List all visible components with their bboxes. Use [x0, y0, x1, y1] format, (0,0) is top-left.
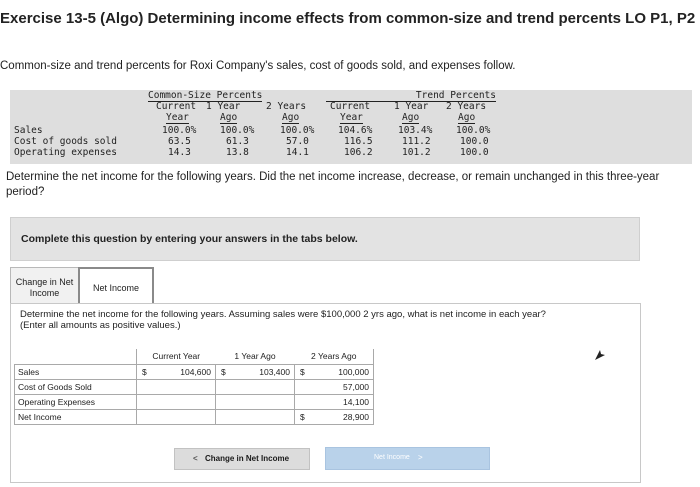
table-cell: 106.2 [344, 147, 373, 158]
column-header: 1 Year Ago [215, 349, 295, 365]
net-income-current-year-input[interactable] [136, 408, 216, 425]
instruction-box: Complete this question by entering your … [10, 217, 640, 261]
table-row: Operating Expenses 14,100 [14, 393, 374, 410]
common-size-header: Common-Size Percents [148, 90, 263, 102]
row-label-sales: Sales [14, 363, 137, 380]
next-button-label: Net Income [374, 454, 410, 461]
row-label-opex: Operating expenses [14, 147, 117, 158]
instruction-text: Complete this question by entering your … [21, 233, 358, 245]
mouse-cursor-icon [595, 350, 605, 360]
prompt-line1: Determine the net income for the followi… [20, 309, 546, 320]
tab-label: Net Income [92, 283, 140, 293]
table-cell: 100.0 [460, 147, 489, 158]
table-cell: 116.5 [344, 136, 373, 147]
table-cell: 14.1 [286, 147, 309, 158]
cs-col1-line2: Year [166, 112, 189, 124]
tr-col3-line1: 2 Years [446, 101, 487, 112]
table-cell: 13.8 [226, 147, 249, 158]
chevron-left-icon: < [193, 454, 198, 463]
table-cell: 61.3 [226, 136, 249, 147]
table-cell: 100.0% [456, 125, 491, 136]
cogs-1-year-ago-input[interactable] [215, 378, 295, 395]
net-income-1-year-ago-input[interactable] [215, 408, 295, 425]
row-label-cogs: Cost of goods sold [14, 136, 117, 147]
column-header: Current Year [136, 349, 216, 365]
tab-net-income[interactable]: Net Income [78, 267, 154, 305]
table-cell: 100.0 [460, 136, 489, 147]
table-cell: 104.6% [338, 125, 373, 136]
cs-col3-line2: Ago [282, 112, 300, 124]
table-cell: 100.0% [162, 125, 197, 136]
cs-col3-line1: 2 Years [266, 101, 307, 112]
table-row: Cost of Goods Sold 57,000 [14, 378, 374, 395]
sales-current-year-input[interactable]: $104,600 [136, 363, 216, 380]
cs-col2-line1: 1 Year [206, 101, 241, 112]
tr-col3-line2: Ago [458, 112, 476, 124]
tr-col2-line2: Ago [402, 112, 420, 124]
trend-header: Trend Percents [326, 90, 496, 102]
exercise-title: Exercise 13-5 (Algo) Determining income … [0, 10, 696, 27]
tab-change-in-net-income[interactable]: Change in Net Income [10, 267, 79, 305]
opex-2-years-ago-value: 14,100 [294, 393, 374, 410]
prompt-text: Determine the net income for the followi… [20, 309, 630, 331]
table-cell: 101.2 [402, 147, 431, 158]
prev-tab-button[interactable]: < Change in Net Income [174, 448, 310, 470]
opex-1-year-ago-input[interactable] [215, 393, 295, 410]
column-header: 2 Years Ago [294, 349, 374, 365]
sales-1-year-ago-input[interactable]: $103,400 [215, 363, 295, 380]
prev-button-label: Change in Net Income [205, 454, 290, 463]
next-tab-button[interactable]: Net Income > [325, 447, 490, 470]
table-cell: 100.0% [220, 125, 255, 136]
row-label-cogs: Cost of Goods Sold [14, 378, 137, 395]
cogs-2-years-ago-value: 57,000 [294, 378, 374, 395]
opex-current-year-input[interactable] [136, 393, 216, 410]
tr-col1-line2: Year [340, 112, 363, 124]
net-income-2-years-ago-value: $28,900 [294, 408, 374, 425]
table-cell: 111.2 [402, 136, 431, 147]
table-cell: 14.3 [168, 147, 191, 158]
tr-col1-line1: Current [330, 101, 371, 112]
table-row: Net Income $28,900 [14, 408, 374, 425]
cs-col1-line1: Current [156, 101, 197, 112]
table-cell: 100.0% [280, 125, 315, 136]
percent-table: Common-Size Percents Trend Percents Curr… [10, 90, 692, 164]
tab-label-line1: Change in Net [15, 277, 74, 287]
sales-2-years-ago-value: $100,000 [294, 363, 374, 380]
answer-table: Current Year 1 Year Ago 2 Years Ago Sale… [14, 349, 374, 425]
tr-col2-line1: 1 Year [394, 101, 429, 112]
question-text: Determine the net income for the followi… [6, 171, 660, 198]
table-cell: 57.0 [286, 136, 309, 147]
intro-text: Common-size and trend percents for Roxi … [0, 60, 516, 72]
tab-label-line2: Income [29, 288, 60, 298]
table-cell: 63.5 [168, 136, 191, 147]
chevron-right-icon: > [418, 453, 423, 462]
row-label-sales: Sales [14, 125, 43, 136]
prompt-line2: (Enter all amounts as positive values.) [20, 320, 181, 331]
row-label-opex: Operating Expenses [14, 393, 137, 410]
table-row: Sales $104,600 $103,400 $100,000 [14, 363, 374, 380]
table-cell: 103.4% [398, 125, 433, 136]
cogs-current-year-input[interactable] [136, 378, 216, 395]
row-label-net-income: Net Income [14, 408, 137, 425]
cs-col2-line2: Ago [220, 112, 238, 124]
